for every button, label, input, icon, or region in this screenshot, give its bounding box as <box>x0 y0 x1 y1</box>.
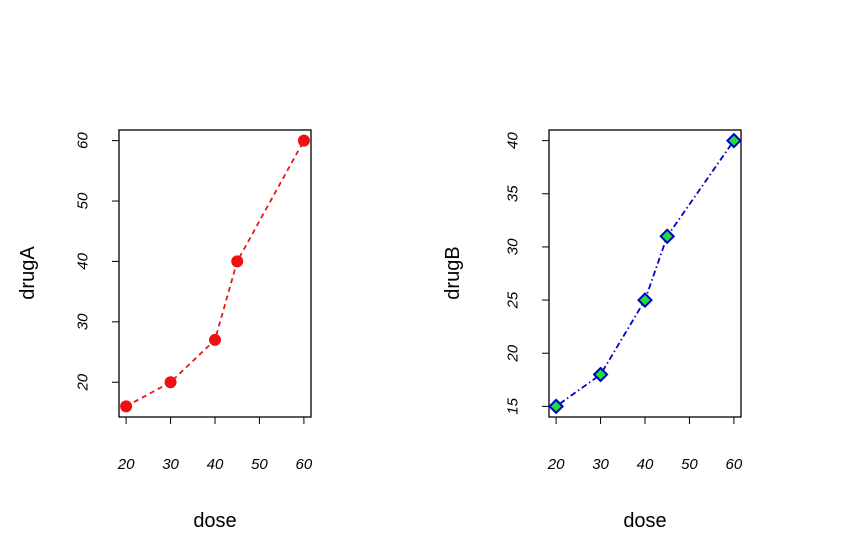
y-axis-label-drugB: drugB <box>442 246 464 299</box>
data-point <box>209 333 221 346</box>
y-tick-label: 20 <box>75 373 92 391</box>
series-line-drugB <box>555 140 735 408</box>
x-tick-label: 20 <box>117 456 135 473</box>
x-axis-label-drugB: dose <box>623 510 666 532</box>
y-tick-label: 15 <box>505 397 522 414</box>
data-point <box>548 398 565 415</box>
x-tick-label: 50 <box>251 456 268 473</box>
ticks-drugB: 20 30 40 50 60 15 20 25 30 35 40 <box>505 132 743 473</box>
panel-drugB: 20 30 40 50 60 15 20 25 30 35 40 dose drugB <box>442 129 743 532</box>
y-tick-label: 50 <box>75 192 92 209</box>
x-tick-label: 20 <box>547 456 565 473</box>
x-tick-label: 30 <box>162 456 179 473</box>
plot-frame-drugB <box>548 129 742 418</box>
y-tick-label: 60 <box>75 132 92 149</box>
data-point <box>725 132 742 149</box>
panel-drugA: 20 30 40 50 60 20 30 40 50 60 dose drugA <box>17 129 313 532</box>
y-tick-label: 30 <box>75 313 92 330</box>
x-tick-label: 60 <box>296 456 313 473</box>
y-tick-label: 25 <box>505 291 522 309</box>
y-tick-label: 30 <box>505 238 522 255</box>
data-point <box>592 366 609 383</box>
markers-drugA <box>120 134 310 413</box>
data-point <box>164 376 177 389</box>
x-axis-label-drugA: dose <box>193 510 236 532</box>
y-tick-label: 40 <box>505 132 522 149</box>
y-tick-label: 35 <box>505 185 522 202</box>
markers-drugB <box>548 132 742 415</box>
series-line-drugA <box>125 140 305 408</box>
data-point <box>231 255 244 268</box>
y-tick-label: 40 <box>75 252 92 269</box>
data-point <box>637 292 653 308</box>
data-point <box>297 134 310 147</box>
data-point <box>659 228 676 245</box>
y-axis-label-drugA: drugA <box>17 246 39 300</box>
y-tick-label: 20 <box>505 344 522 362</box>
x-tick-label: 60 <box>726 456 743 473</box>
x-tick-label: 40 <box>207 456 224 473</box>
ticks-drugA: 20 30 40 50 60 20 30 40 50 60 <box>75 132 313 473</box>
plot-frame-drugA <box>118 129 312 418</box>
data-point <box>120 400 133 413</box>
x-tick-label: 30 <box>592 456 609 473</box>
x-tick-label: 50 <box>681 456 698 473</box>
x-tick-label: 40 <box>637 456 654 473</box>
